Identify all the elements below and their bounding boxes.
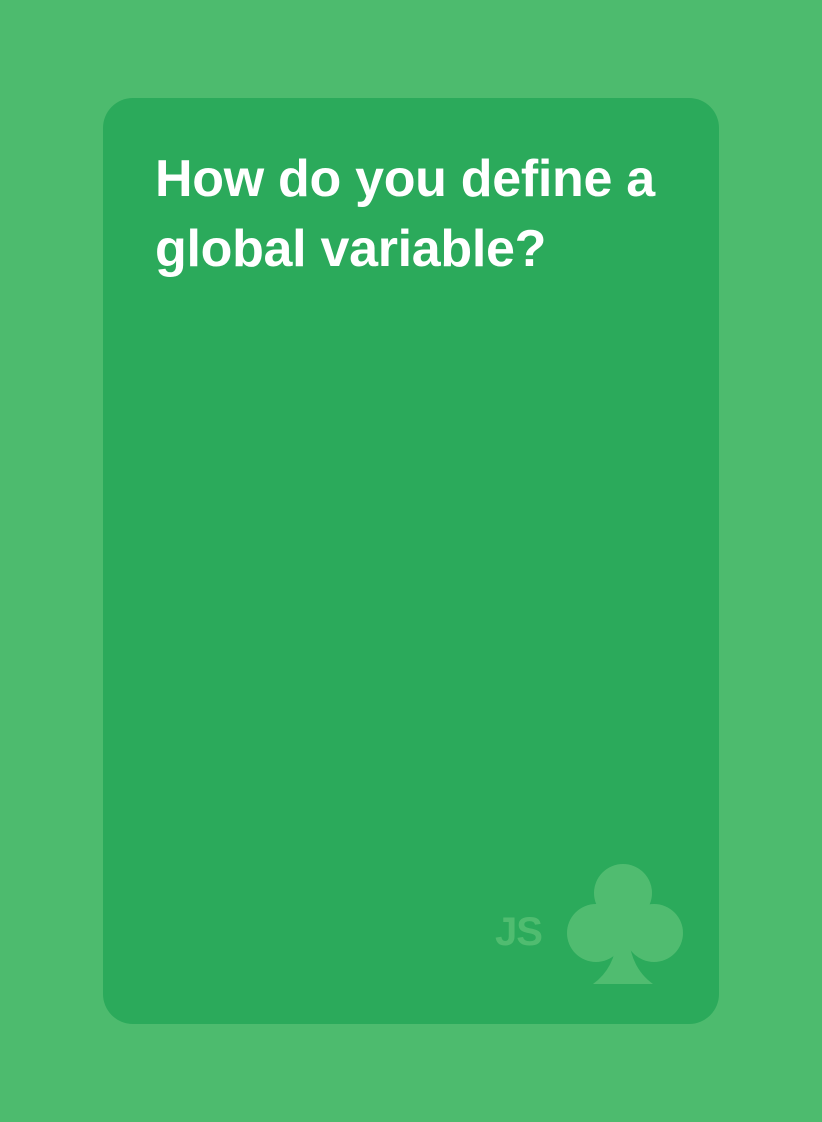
flashcard: How do you define a global variable? JS: [103, 98, 719, 1024]
card-question: How do you define a global variable?: [155, 150, 655, 278]
club-icon-right-lobe: [625, 904, 683, 962]
club-icon: [567, 864, 683, 984]
club-icon-center: [611, 908, 635, 942]
club-icon-left-lobe: [567, 904, 625, 962]
club-icon-stem: [593, 938, 653, 984]
brand-label: JS: [495, 910, 543, 954]
